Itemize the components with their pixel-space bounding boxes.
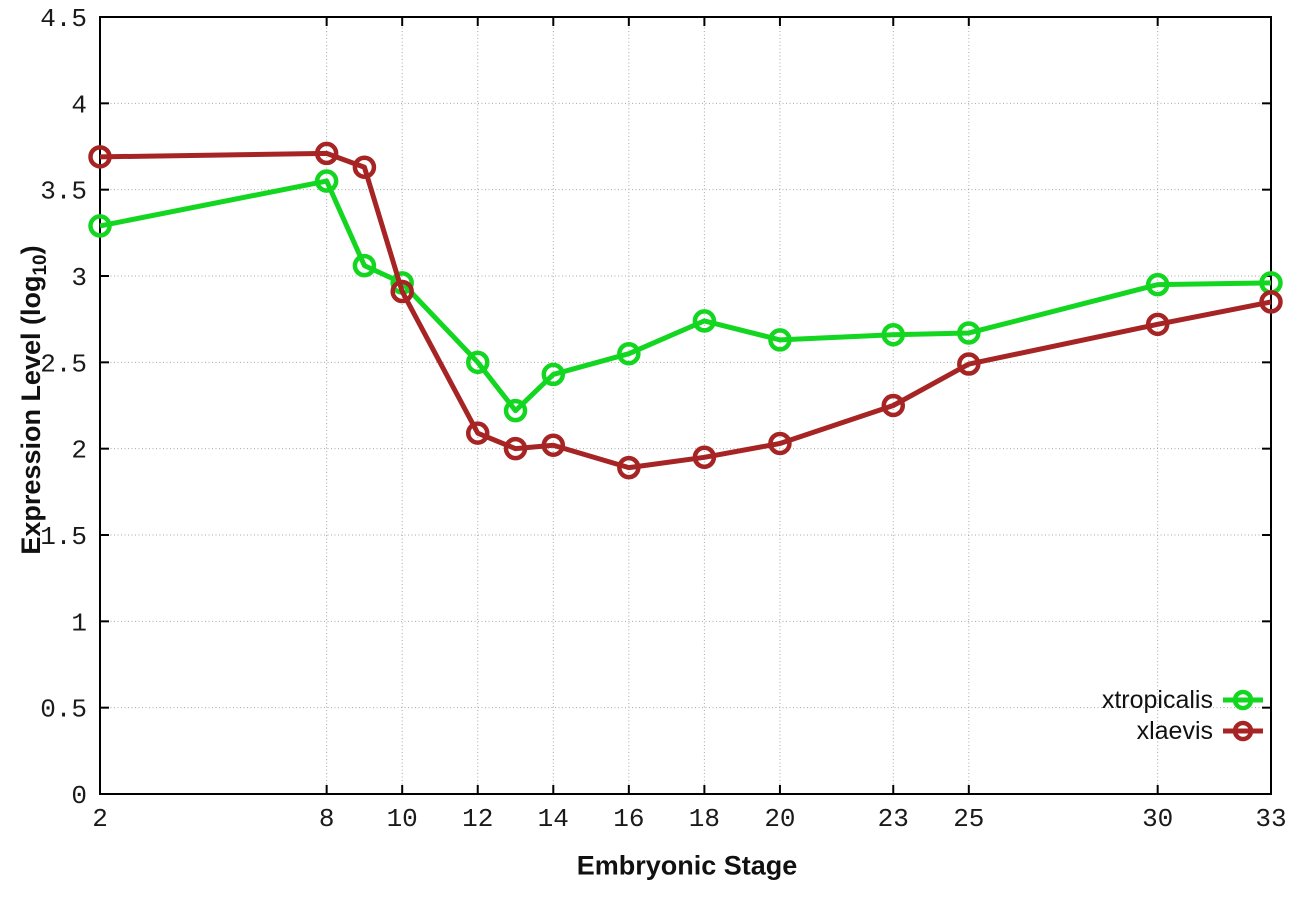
data-point-xtropicalis bbox=[617, 341, 641, 366]
data-point-xtropicalis bbox=[314, 169, 339, 193]
data-point-xlaevis bbox=[465, 421, 490, 445]
legend-label-xlaevis: xlaevis bbox=[1136, 716, 1213, 745]
x-tick-label: 20 bbox=[764, 804, 795, 834]
data-point-xtropicalis bbox=[88, 214, 112, 238]
y-tick-label: 1 bbox=[71, 608, 87, 638]
data-point-xlaevis bbox=[352, 155, 377, 179]
y-axis-label-suffix: ) bbox=[15, 245, 46, 255]
data-point-xlaevis bbox=[1145, 312, 1170, 337]
x-tick-label: 10 bbox=[387, 804, 418, 834]
series-line-xtropicalis bbox=[99, 178, 1272, 414]
y-tick-label: 0 bbox=[71, 781, 87, 811]
y-tick-label: 3 bbox=[71, 263, 87, 293]
data-point-xlaevis bbox=[390, 279, 414, 304]
legend-item-xtropicalis: xtropicalis bbox=[1102, 686, 1263, 714]
data-point-xtropicalis bbox=[1145, 272, 1170, 297]
x-tick-label: 14 bbox=[538, 804, 569, 834]
x-tick-label: 25 bbox=[953, 804, 984, 834]
data-point-xtropicalis bbox=[881, 322, 906, 347]
data-point-xlaevis bbox=[692, 445, 717, 470]
legend-label-xtropicalis: xtropicalis bbox=[1101, 685, 1213, 714]
x-tick-label: 23 bbox=[878, 804, 909, 834]
y-axis-label-subscript: 10 bbox=[30, 254, 52, 276]
legend-sample-point bbox=[1232, 689, 1254, 711]
data-point-xlaevis bbox=[503, 436, 528, 461]
x-tick-label: 8 bbox=[319, 804, 335, 834]
data-point-xtropicalis bbox=[503, 398, 528, 423]
data-point-xtropicalis bbox=[541, 362, 566, 387]
y-axis-label-text: Expression Level (log bbox=[15, 275, 46, 555]
data-point-xlaevis bbox=[1259, 290, 1283, 314]
data-point-xlaevis bbox=[768, 431, 792, 456]
data-point-xlaevis bbox=[88, 145, 112, 169]
y-axis-label: Expression Level (log10) bbox=[16, 245, 52, 554]
data-point-xtropicalis bbox=[768, 328, 792, 352]
data-point-xlaevis bbox=[541, 433, 566, 457]
legend-sample-point bbox=[1232, 720, 1254, 742]
data-point-xlaevis bbox=[881, 393, 906, 418]
series-line-xlaevis bbox=[99, 150, 1272, 471]
data-point-xtropicalis bbox=[692, 309, 717, 333]
data-point-xtropicalis bbox=[352, 253, 377, 278]
x-tick-label: 16 bbox=[613, 804, 644, 834]
y-tick-label: 0.5 bbox=[40, 695, 87, 725]
legend-marker-xtropicalis bbox=[1223, 689, 1263, 711]
x-tick-label: 12 bbox=[462, 804, 493, 834]
y-tick-label: 2 bbox=[71, 436, 87, 466]
data-point-xtropicalis bbox=[465, 350, 490, 375]
data-point-xtropicalis bbox=[957, 321, 981, 345]
y-tick-label: 4.5 bbox=[40, 4, 87, 34]
data-point-xlaevis bbox=[617, 455, 641, 480]
plot-border bbox=[99, 16, 1272, 795]
legend: xtropicalis xlaevis bbox=[1102, 686, 1263, 745]
data-point-xlaevis bbox=[314, 141, 339, 166]
y-tick-label: 2.5 bbox=[40, 349, 87, 379]
x-tick-label: 33 bbox=[1255, 804, 1286, 834]
x-tick-label: 2 bbox=[92, 804, 108, 834]
y-tick-label: 3.5 bbox=[40, 177, 87, 207]
data-point-xlaevis bbox=[957, 352, 981, 376]
legend-item-xlaevis: xlaevis bbox=[1102, 717, 1263, 745]
y-tick-label: 1.5 bbox=[40, 522, 87, 552]
x-axis-label: Embryonic Stage bbox=[576, 850, 798, 881]
x-tick-label: 18 bbox=[689, 804, 720, 834]
y-tick-label: 4 bbox=[71, 90, 87, 120]
legend-marker-xlaevis bbox=[1223, 720, 1263, 742]
x-tick-label: 30 bbox=[1142, 804, 1173, 834]
